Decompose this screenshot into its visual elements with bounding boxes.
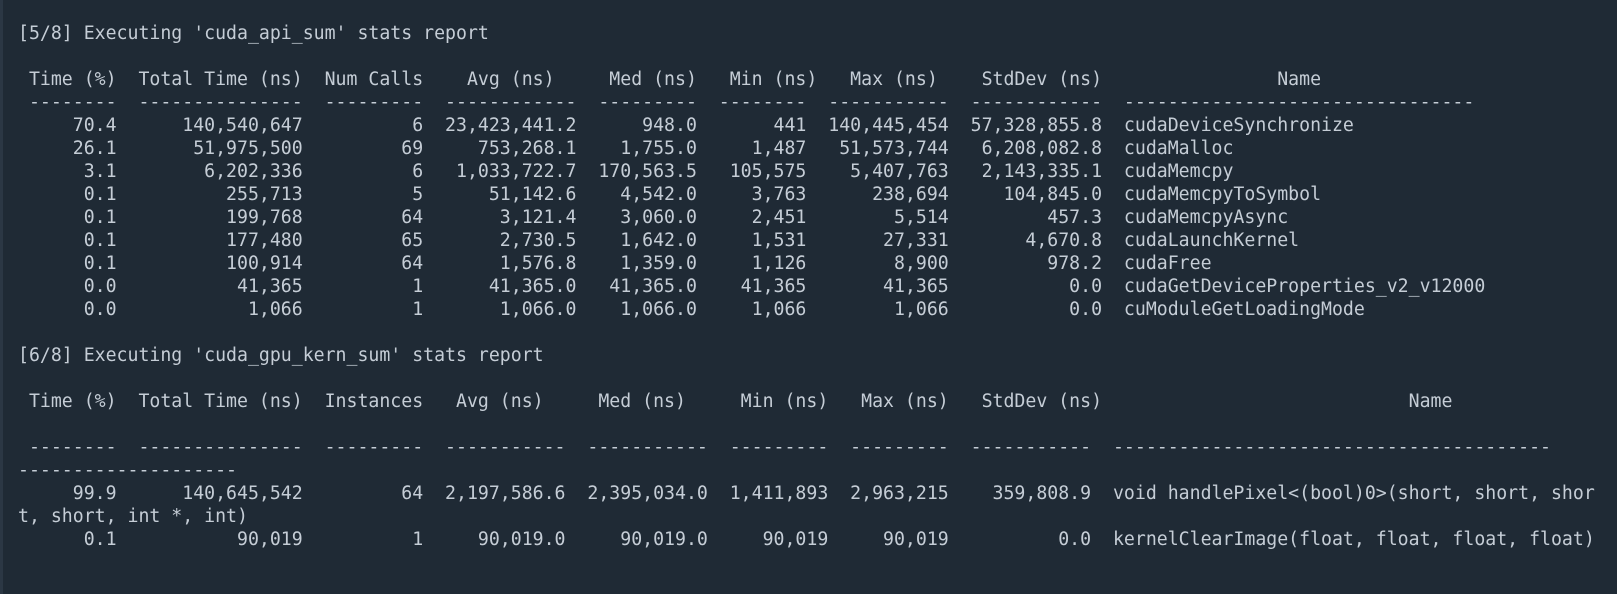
terminal-line: 26.1 51,975,500 69 753,268.1 1,755.0 1,4…: [18, 138, 1234, 159]
terminal-line: 3.1 6,202,336 6 1,033,722.7 170,563.5 10…: [18, 161, 1234, 182]
terminal-line: -------- --------------- --------- -----…: [18, 92, 1475, 113]
terminal-line: [18, 321, 1595, 344]
terminal-line: [18, 45, 1595, 68]
terminal-line: Time (%) Total Time (ns) Num Calls Avg (…: [18, 69, 1322, 90]
terminal-line: [6/8] Executing 'cuda_gpu_kern_sum' stat…: [18, 345, 544, 366]
terminal-line: 0.1 255,713 5 51,142.6 4,542.0 3,763 238…: [18, 184, 1322, 205]
terminal-line: [5/8] Executing 'cuda_api_sum' stats rep…: [18, 23, 489, 44]
terminal-line: 0.0 41,365 1 41,365.0 41,365.0 41,365 41…: [18, 276, 1486, 297]
terminal-line: 0.0 1,066 1 1,066.0 1,066.0 1,066 1,066 …: [18, 299, 1365, 320]
terminal-line: 70.4 140,540,647 6 23,423,441.2 948.0 44…: [18, 115, 1354, 136]
terminal-line: -------- --------------- --------- -----…: [18, 437, 1551, 458]
terminal-line: 0.1 177,480 65 2,730.5 1,642.0 1,531 27,…: [18, 230, 1300, 251]
terminal-line: 0.1 199,768 64 3,121.4 3,060.0 2,451 5,5…: [18, 207, 1289, 228]
terminal-line: 0.1 100,914 64 1,576.8 1,359.0 1,126 8,9…: [18, 253, 1212, 274]
terminal-line: t, short, int *, int): [18, 506, 248, 527]
terminal-line: Time (%) Total Time (ns) Instances Avg (…: [18, 391, 1453, 412]
terminal-line: --------------------: [18, 460, 237, 481]
terminal-line: [18, 413, 1595, 436]
terminal-line: 99.9 140,645,542 64 2,197,586.6 2,395,03…: [18, 483, 1595, 504]
terminal-output: [5/8] Executing 'cuda_api_sum' stats rep…: [18, 22, 1595, 551]
terminal-line: [18, 367, 1595, 390]
terminal-line: 0.1 90,019 1 90,019.0 90,019.0 90,019 90…: [18, 529, 1595, 550]
